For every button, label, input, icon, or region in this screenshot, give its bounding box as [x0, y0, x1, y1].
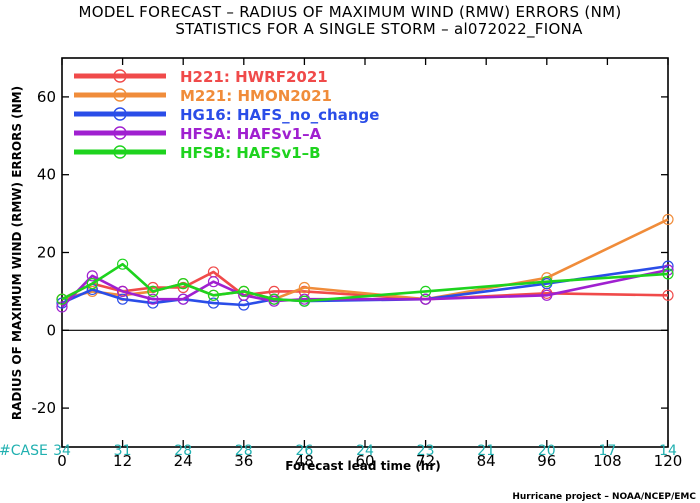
legend-item-m221: M221: HMON2021 — [74, 87, 332, 105]
legend-item-h221: H221: HWRF2021 — [74, 68, 328, 86]
y-tick-label: -20 — [32, 399, 57, 417]
data-point-hfsb — [420, 285, 432, 297]
data-point-hfsb — [662, 268, 674, 280]
x-tick-label: 108 — [593, 452, 622, 470]
x-tick-label: 84 — [477, 452, 496, 470]
data-point-hfsa — [541, 289, 553, 301]
series-m221 — [56, 213, 674, 305]
x-tick-label: 36 — [234, 452, 253, 470]
legend-item-hg16: HG16: HAFS_no_change — [74, 106, 379, 124]
case-count: 21 — [477, 443, 495, 459]
x-axis-label: Forecast lead time (hr) — [285, 459, 441, 473]
data-point-m221 — [298, 281, 310, 294]
data-point-hfsa — [420, 293, 432, 305]
case-count: 17 — [598, 443, 616, 459]
legend-marker — [113, 69, 127, 83]
legend-item-hfsa: HFSA: HAFSv1–A — [74, 125, 322, 143]
legend-marker — [113, 88, 127, 102]
case-count: 24 — [356, 443, 374, 459]
data-point-hfsa — [177, 293, 189, 305]
data-point-hfsb — [86, 278, 98, 290]
legend-marker — [113, 107, 127, 121]
axis-ticks: 0 12 24 36 48 60 72 84 96 108 120 -20 0 20 40 60 — [32, 58, 683, 470]
footer-credit: Hurricane project – NOAA/NCEP/EMC — [512, 492, 696, 502]
case-count: 28 — [174, 443, 192, 459]
data-point-hfsa — [147, 293, 159, 305]
x-tick-label: 60 — [355, 452, 374, 470]
case-count: 31 — [114, 443, 132, 459]
legend-label: H221: HWRF2021 — [180, 68, 328, 86]
legend-item-hfsb: HFSB: HAFSv1–B — [74, 144, 321, 162]
series-group — [56, 213, 674, 313]
y-tick-label: 20 — [37, 244, 56, 262]
data-point-hg16 — [207, 297, 220, 309]
legend-marker — [113, 145, 127, 159]
data-point-hfsb — [541, 276, 553, 288]
legend-label: HFSB: HAFSv1–B — [180, 144, 321, 162]
legend-label: M221: HMON2021 — [180, 87, 332, 105]
case-count: 28 — [235, 443, 253, 459]
legend-marker — [113, 126, 127, 140]
data-point-hfsb — [298, 295, 310, 307]
series-hfsb — [56, 258, 674, 307]
series-line-hfsb — [61, 262, 669, 303]
case-count: 14 — [659, 443, 677, 459]
data-point-hfsb — [56, 293, 68, 305]
case-count: 34 — [53, 443, 71, 459]
data-point-m221 — [662, 213, 674, 226]
data-point-hfsb — [177, 278, 189, 290]
chart-subtitle: STATISTICS FOR A SINGLE STORM – al072022… — [175, 20, 583, 39]
case-count: 26 — [295, 443, 313, 459]
x-tick-label: 120 — [654, 452, 683, 470]
y-tick-label: 60 — [37, 88, 56, 106]
data-point-hfsb — [268, 293, 280, 305]
data-point-hfsb — [207, 289, 220, 301]
case-count: 20 — [538, 443, 556, 459]
x-tick-label: 24 — [174, 452, 193, 470]
x-tick-label: 0 — [57, 452, 67, 470]
y-tick-label: 0 — [46, 321, 56, 339]
chart-title: MODEL FORECAST – RADIUS OF MAXIMUM WIND … — [78, 3, 621, 21]
case-counts: 34 31 28 28 26 24 23 21 20 17 14 — [53, 443, 677, 459]
legend-label: HFSA: HAFSv1–A — [180, 125, 322, 143]
data-point-hfsa — [207, 276, 220, 288]
x-tick-label: 12 — [113, 452, 132, 470]
case-label: #CASE — [0, 443, 48, 459]
data-point-hg16 — [116, 293, 129, 305]
x-tick-label: 96 — [537, 452, 556, 470]
x-tick-label: 72 — [416, 452, 435, 470]
data-point-hfsb — [116, 258, 129, 270]
data-point-hfsb — [238, 285, 250, 297]
data-point-hfsa — [116, 285, 129, 297]
legend-label: HG16: HAFS_no_change — [180, 106, 379, 124]
data-point-h221 — [662, 289, 674, 301]
y-axis-label: RADIUS OF MAXIMUM WIND (RMW) ERRORS (NM) — [10, 86, 24, 420]
data-point-hfsa — [56, 301, 68, 313]
data-point-hfsb — [147, 285, 159, 297]
y-tick-label: 40 — [37, 166, 56, 184]
case-count: 23 — [417, 443, 435, 459]
data-point-hfsa — [86, 270, 98, 282]
x-tick-label: 48 — [295, 452, 314, 470]
series-line-hfsa — [61, 268, 669, 308]
